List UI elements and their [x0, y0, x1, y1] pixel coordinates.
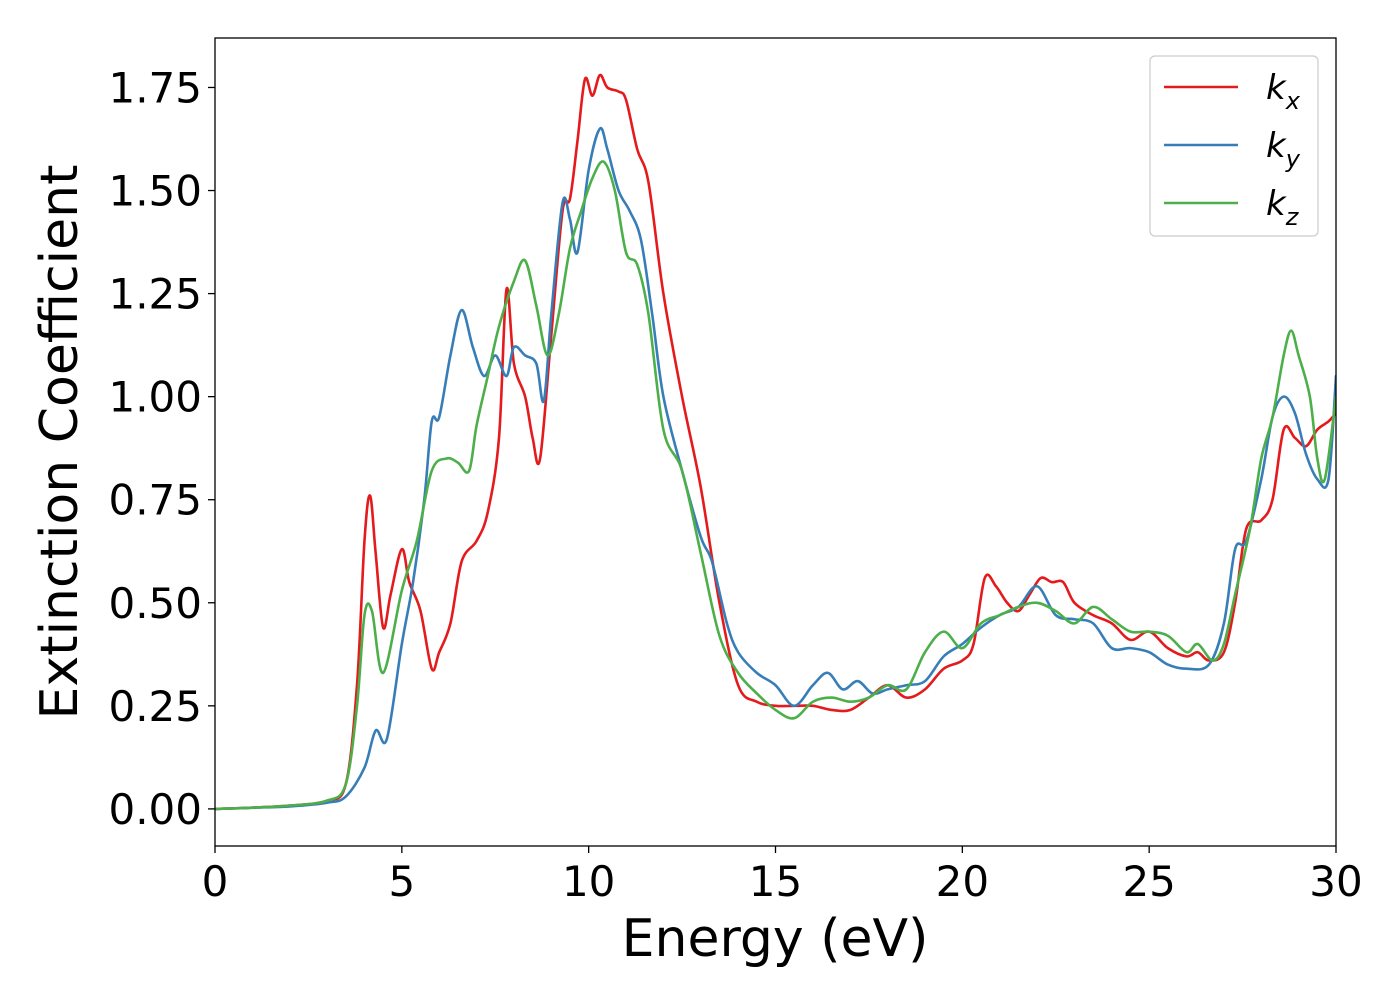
x-tick-label: 0	[202, 857, 229, 906]
x-tick-label: 15	[749, 857, 802, 906]
x-axis-label: Energy (eV)	[622, 909, 929, 969]
series-line-x	[215, 73, 1336, 811]
x-axis-ticks: 0 5 10 15 20 25 30	[202, 846, 1363, 906]
x-tick-label: 25	[1122, 857, 1175, 906]
series-line-y	[215, 126, 1336, 811]
x-tick-label: 20	[936, 857, 989, 906]
x-tick-label: 30	[1309, 857, 1362, 906]
legend-label-y: ky	[1266, 126, 1301, 173]
y-tick-label: 0.75	[108, 476, 202, 525]
y-tick-label: 0.50	[108, 579, 202, 628]
x-tick-label: 5	[388, 857, 415, 906]
series-layer	[215, 73, 1336, 811]
y-axis-label: Extinction Coefficient	[30, 165, 90, 720]
y-axis-ticks: 0.00 0.25 0.50 0.75 1.00 1.25 1.50 1.75	[108, 63, 215, 834]
legend-label-z: kz	[1266, 184, 1300, 231]
legend-label-x: kx	[1266, 68, 1301, 115]
legend: kx ky kz	[1149, 55, 1319, 237]
series-line-z	[215, 160, 1336, 811]
y-tick-label: 1.00	[108, 373, 202, 422]
y-tick-label: 0.00	[108, 785, 202, 834]
x-tick-label: 10	[562, 857, 615, 906]
y-tick-label: 1.75	[108, 63, 202, 112]
y-tick-label: 1.25	[108, 270, 202, 319]
y-tick-label: 1.50	[108, 167, 202, 216]
y-tick-label: 0.25	[108, 682, 202, 731]
